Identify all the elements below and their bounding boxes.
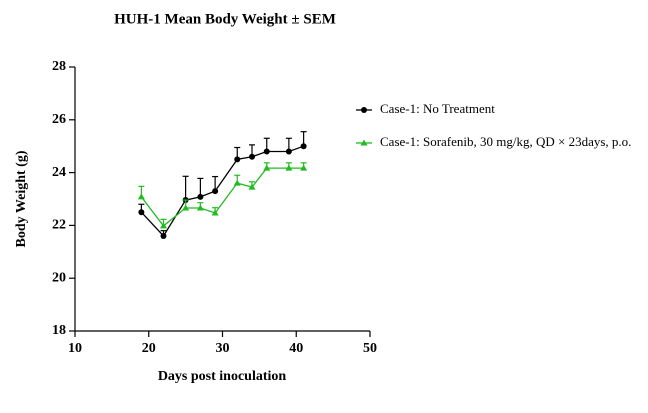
marker <box>234 156 241 163</box>
y-tick-label: 28 <box>52 59 66 74</box>
y-tick-label: 24 <box>52 165 66 180</box>
x-tick-label: 20 <box>142 341 156 356</box>
legend-label: Case-1: Sorafenib, 30 mg/kg, QD × 23days… <box>380 134 631 149</box>
marker <box>360 139 368 146</box>
x-tick-label: 30 <box>216 341 230 356</box>
marker <box>300 143 307 150</box>
y-tick-label: 26 <box>52 112 66 127</box>
x-tick-label: 10 <box>68 341 82 356</box>
marker <box>285 164 293 171</box>
marker <box>285 148 292 155</box>
marker <box>196 204 204 211</box>
marker <box>248 183 256 190</box>
y-tick-label: 20 <box>52 270 66 285</box>
marker <box>263 164 271 171</box>
marker <box>138 209 145 216</box>
marker <box>137 193 145 200</box>
marker <box>182 204 190 211</box>
x-tick-label: 40 <box>289 341 303 356</box>
y-tick-label: 18 <box>52 323 66 338</box>
marker <box>361 107 367 113</box>
series-line <box>140 145 304 238</box>
marker <box>233 179 241 186</box>
marker <box>211 209 219 216</box>
marker <box>160 232 167 239</box>
marker <box>249 153 255 160</box>
x-tick-label: 50 <box>363 341 377 356</box>
marker <box>197 193 204 200</box>
series-line <box>140 167 304 227</box>
marker <box>300 164 308 171</box>
y-axis-title: Body Weight (g) <box>14 150 29 247</box>
x-axis-title: Days post inoculation <box>158 369 287 384</box>
legend-label: Case-1: No Treatment <box>380 101 495 116</box>
marker <box>263 148 270 155</box>
marker <box>212 188 219 195</box>
marker <box>160 222 167 229</box>
y-tick-label: 22 <box>52 218 66 233</box>
chart-title: HUH-1 Mean Body Weight ± SEM <box>114 11 336 27</box>
